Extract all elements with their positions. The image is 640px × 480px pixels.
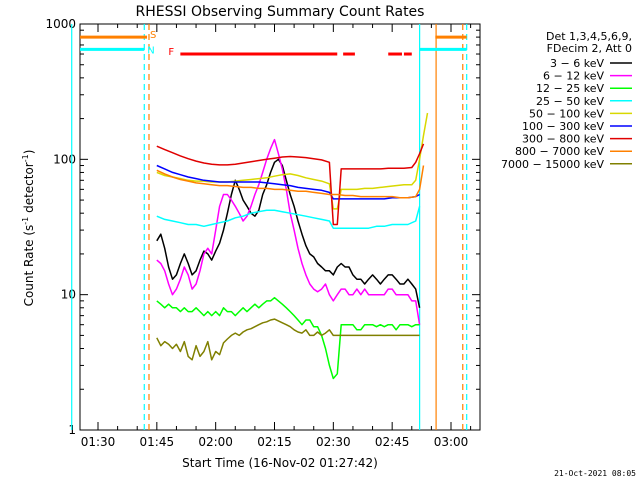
legend-entry-label: 100 − 300 keV xyxy=(522,120,604,133)
x-tick-label: 02:00 xyxy=(198,435,233,449)
legend-entry-label: 6 − 12 keV xyxy=(543,70,604,83)
series-line-6 xyxy=(156,143,425,226)
series-line-3 xyxy=(156,206,421,229)
y-axis-label-end: ) xyxy=(22,150,36,155)
legend-entry-label: 12 − 25 keV xyxy=(536,82,604,95)
legend-header: FDecim 2, Att 0 xyxy=(547,42,632,55)
flag-label-N: N xyxy=(147,45,154,56)
x-tick-label: 02:45 xyxy=(375,435,410,449)
series-line-5 xyxy=(156,164,420,200)
flag-bars: SN F xyxy=(80,30,467,58)
vertical-markers xyxy=(71,24,468,430)
axes: 110100100001:3001:4502:0002:1502:3002:45… xyxy=(45,17,481,449)
legend: Det 1,3,4,5,6,9,FDecim 2, Att 0 3 − 6 keV… xyxy=(501,30,632,171)
legend-entry-label: 800 − 7000 keV xyxy=(515,145,604,158)
legend-entry-label: 3 − 6 keV xyxy=(550,57,604,70)
x-tick-label: 01:45 xyxy=(140,435,175,449)
y-axis-label-main: Count Rate (s xyxy=(22,225,36,307)
series-lines xyxy=(156,112,429,380)
flag-label-F: F xyxy=(168,47,174,58)
footer-timestamp: 21-Oct-2021 08:05 xyxy=(554,469,636,478)
legend-entry-label: 7000 − 15000 keV xyxy=(501,158,604,171)
y-axis-label-sup2: -1 xyxy=(21,154,30,162)
legend-header: Det 1,3,4,5,6,9, xyxy=(546,30,632,43)
legend-entry-label: 25 − 50 keV xyxy=(536,95,604,108)
x-tick-label: 01:30 xyxy=(81,435,116,449)
y-tick-label: 1000 xyxy=(45,17,76,31)
x-tick-label: 02:15 xyxy=(257,435,292,449)
flag-label-S: S xyxy=(150,30,156,41)
series-line-1 xyxy=(156,138,421,325)
y-tick-label: 100 xyxy=(53,152,76,166)
series-line-7 xyxy=(156,165,425,199)
series-line-2 xyxy=(156,296,420,380)
series-line-0 xyxy=(156,158,421,308)
x-tick-label: 02:30 xyxy=(316,435,351,449)
series-line-8 xyxy=(156,318,420,361)
x-tick-label: 03:00 xyxy=(434,435,469,449)
chart-title: RHESSI Observing Summary Count Rates xyxy=(136,4,425,20)
plot-frame xyxy=(79,23,481,431)
y-axis-label: Count Rate (s-1 detector-1) xyxy=(21,150,36,307)
legend-entry-label: 300 − 800 keV xyxy=(522,133,604,146)
legend-entry-label: 50 − 100 keV xyxy=(529,107,604,120)
series-line-4 xyxy=(156,112,429,210)
x-axis-label: Start Time (16-Nov-02 01:27:42) xyxy=(182,456,378,470)
y-axis-label-sup1: -1 xyxy=(21,217,30,225)
y-tick-label: 10 xyxy=(61,288,76,302)
y-axis-label-mid: detector xyxy=(22,162,36,217)
